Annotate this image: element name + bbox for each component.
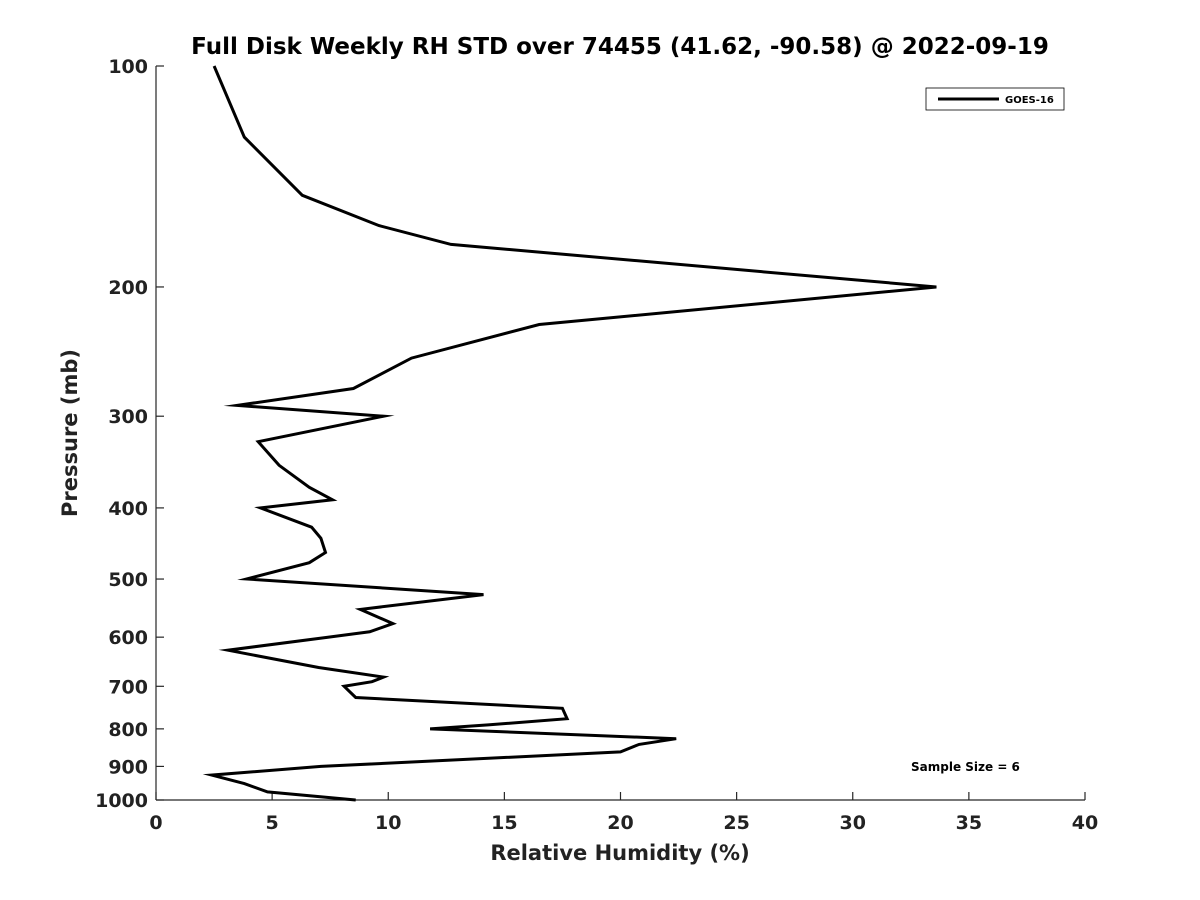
y-tick-label: 800 <box>108 719 148 741</box>
y-tick-label: 900 <box>108 756 148 778</box>
x-tick-label: 5 <box>266 812 279 834</box>
y-tick-label: 1000 <box>95 790 148 812</box>
x-axis-label: Relative Humidity (%) <box>490 841 749 865</box>
series-line-goes-16 <box>202 65 937 802</box>
y-tick-label: 200 <box>108 277 148 299</box>
y-tick-label: 700 <box>108 676 148 698</box>
sample-size-annotation: Sample Size = 6 <box>911 760 1020 774</box>
legend-label-goes-16: GOES-16 <box>1005 95 1054 106</box>
x-tick-label: 35 <box>956 812 982 834</box>
y-tick-label: 100 <box>108 56 148 78</box>
x-tick-label: 20 <box>607 812 633 834</box>
x-tick-label: 40 <box>1072 812 1098 834</box>
y-tick-label: 300 <box>108 406 148 428</box>
legend: GOES-16 <box>925 87 1065 111</box>
x-tick-label: 15 <box>491 812 517 834</box>
x-tick-label: 10 <box>375 812 401 834</box>
y-tick-label: 500 <box>108 569 148 591</box>
x-tick-label: 0 <box>149 812 162 834</box>
y-tick-label: 400 <box>108 498 148 520</box>
x-tick-label: 25 <box>723 812 749 834</box>
y-tick-label: 600 <box>108 627 148 649</box>
y-ticks: 100 200 300 400 500 600 700 800 900 1000 <box>95 56 164 812</box>
x-tick-label: 30 <box>840 812 866 834</box>
plot-area: 0 5 10 15 20 25 30 35 40 100 200 300 400 500 600 700 80… <box>95 56 1098 834</box>
x-ticks: 0 5 10 15 20 25 30 35 40 <box>149 792 1098 834</box>
series-layer <box>202 65 937 802</box>
chart-title: Full Disk Weekly RH STD over 74455 (41.6… <box>191 34 1049 60</box>
y-axis-label: Pressure (mb) <box>58 349 82 517</box>
